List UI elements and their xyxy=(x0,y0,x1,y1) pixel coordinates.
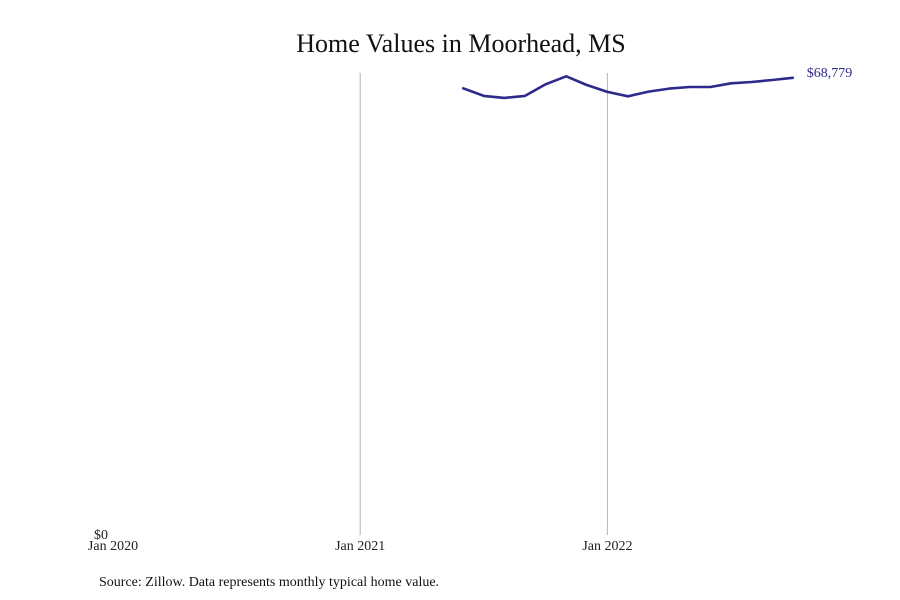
end-value-label: $68,779 xyxy=(807,66,853,81)
y-tick-label: $0 xyxy=(94,528,108,543)
series-line xyxy=(461,75,795,100)
series-group xyxy=(461,75,795,100)
y-axis-ticks: $0 xyxy=(94,528,108,543)
chart-title: Home Values in Moorhead, MS xyxy=(296,29,626,58)
x-tick-label: Jan 2022 xyxy=(582,539,632,554)
x-axis-ticks: Jan 2020 Jan 2021 Jan 2022 xyxy=(88,539,633,554)
x-tick-label: Jan 2020 xyxy=(88,539,138,554)
gridlines xyxy=(359,73,608,535)
source-note: Source: Zillow. Data represents monthly … xyxy=(99,575,439,590)
x-tick-label: Jan 2021 xyxy=(335,539,385,554)
